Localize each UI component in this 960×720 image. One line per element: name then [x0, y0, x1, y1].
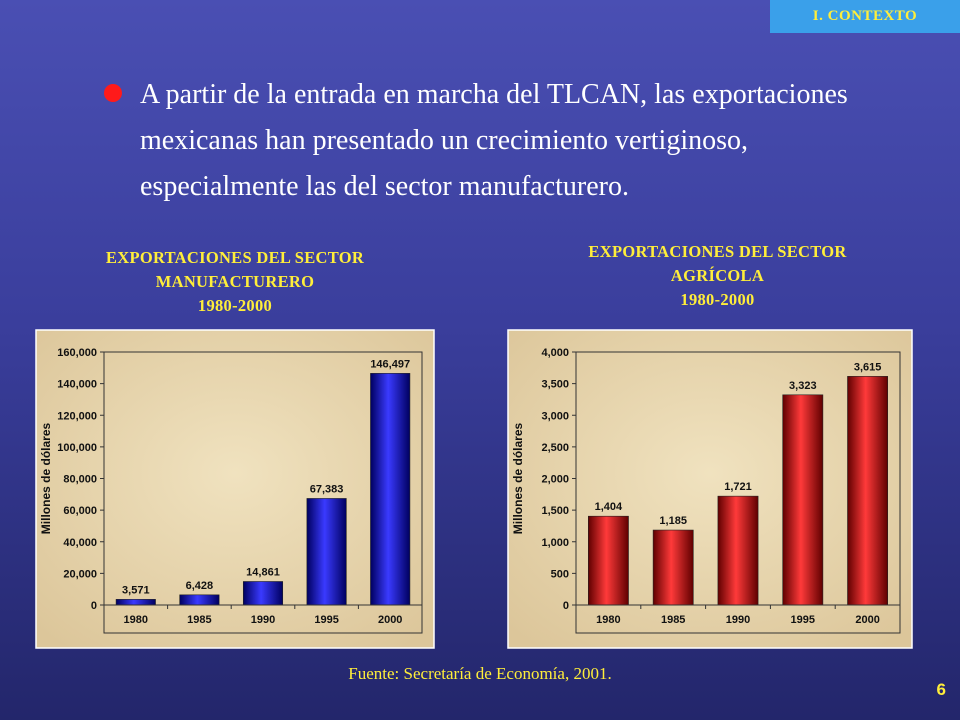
category-frame — [103, 604, 423, 634]
y-tick-label: 120,000 — [57, 410, 97, 422]
y-tick-label: 80,000 — [63, 474, 97, 486]
bar — [306, 498, 347, 606]
bar — [588, 515, 629, 606]
x-tick-label: 2000 — [855, 614, 879, 626]
bar — [179, 594, 220, 606]
data-label: 146,497 — [370, 358, 410, 370]
chart-title-line: EXPORTACIONES DEL SECTOR — [105, 248, 365, 267]
chart-title-line: 1980-2000 — [197, 296, 273, 315]
chart-panel — [507, 329, 913, 649]
y-tick-label: 3,500 — [541, 379, 569, 391]
bar — [652, 529, 694, 606]
x-tick-label: 1990 — [251, 614, 275, 626]
x-tick-label: 1985 — [661, 614, 685, 626]
y-tick-label: 40,000 — [63, 537, 97, 549]
y-tick-label: 500 — [551, 568, 569, 580]
bar — [847, 376, 888, 606]
chart-title-line: 1980-2000 — [680, 290, 755, 309]
y-tick-label: 100,000 — [57, 442, 97, 454]
x-tick-label: 1985 — [187, 614, 211, 626]
data-label: 14,861 — [246, 567, 280, 579]
x-tick-label: 1980 — [596, 614, 620, 626]
y-tick-label: 2,500 — [541, 442, 569, 454]
y-tick-label: 3,000 — [541, 410, 569, 422]
y-tick-label: 1,000 — [541, 537, 569, 549]
bar — [717, 495, 759, 606]
bullet-text: A partir de la entrada en marcha del TLC… — [140, 79, 848, 202]
bar — [782, 394, 824, 606]
data-label: 1,721 — [724, 481, 752, 493]
chart-manufacturing: 0 20,000 40,000 60,000 80,000 100,000 120,000 1… — [35, 329, 435, 649]
data-label: 6,428 — [186, 580, 214, 592]
y-axis-label: Millones de dólares — [511, 422, 525, 534]
y-tick-label: 2,000 — [541, 474, 569, 486]
source-note: Fuente: Secretaría de Economía, 2001. — [348, 664, 612, 683]
bar — [370, 373, 411, 606]
chart-title-line: AGRÍCOLA — [670, 266, 765, 285]
bar — [242, 581, 284, 606]
category-frame — [575, 604, 901, 634]
x-tick-label: 1990 — [726, 614, 750, 626]
data-label: 3,571 — [122, 584, 150, 596]
data-label: 3,323 — [789, 380, 817, 392]
bar — [115, 599, 156, 606]
y-tick-label: 20,000 — [63, 568, 97, 580]
y-tick-label: 0 — [91, 600, 97, 612]
data-label: 67,383 — [310, 483, 344, 495]
bullet-dot-icon — [104, 84, 122, 102]
data-label: 1,404 — [595, 501, 623, 513]
chart-agriculture: 0 500 1,000 1,500 2,000 2,500 3,000 3,500 4,000 M… — [507, 329, 913, 649]
y-tick-label: 140,000 — [57, 379, 97, 391]
y-tick-label: 160,000 — [57, 347, 97, 359]
y-axis-label: Millones de dólares — [39, 422, 53, 534]
y-tick-label: 1,500 — [541, 505, 569, 517]
y-tick-label: 0 — [563, 600, 569, 612]
data-label: 1,185 — [659, 515, 687, 527]
data-label: 3,615 — [854, 361, 882, 373]
y-tick-label: 60,000 — [63, 505, 97, 517]
x-tick-label: 2000 — [378, 614, 402, 626]
y-tick-label: 4,000 — [541, 347, 569, 359]
x-tick-label: 1995 — [791, 614, 815, 626]
chart-panel — [35, 329, 435, 649]
chart-title-manufacturing: EXPORTACIONES DEL SECTOR MANUFACTURERO 1… — [40, 246, 430, 318]
section-tag: I. CONTEXTO — [770, 0, 960, 33]
page-number: 6 — [936, 680, 946, 699]
chart-title-line: MANUFACTURERO — [155, 272, 315, 291]
x-tick-label: 1980 — [124, 614, 148, 626]
x-tick-label: 1995 — [314, 614, 338, 626]
chart-title-line: EXPORTACIONES DEL SECTOR — [588, 242, 847, 261]
chart-title-agriculture: EXPORTACIONES DEL SECTOR AGRÍCOLA 1980-2… — [520, 240, 915, 312]
